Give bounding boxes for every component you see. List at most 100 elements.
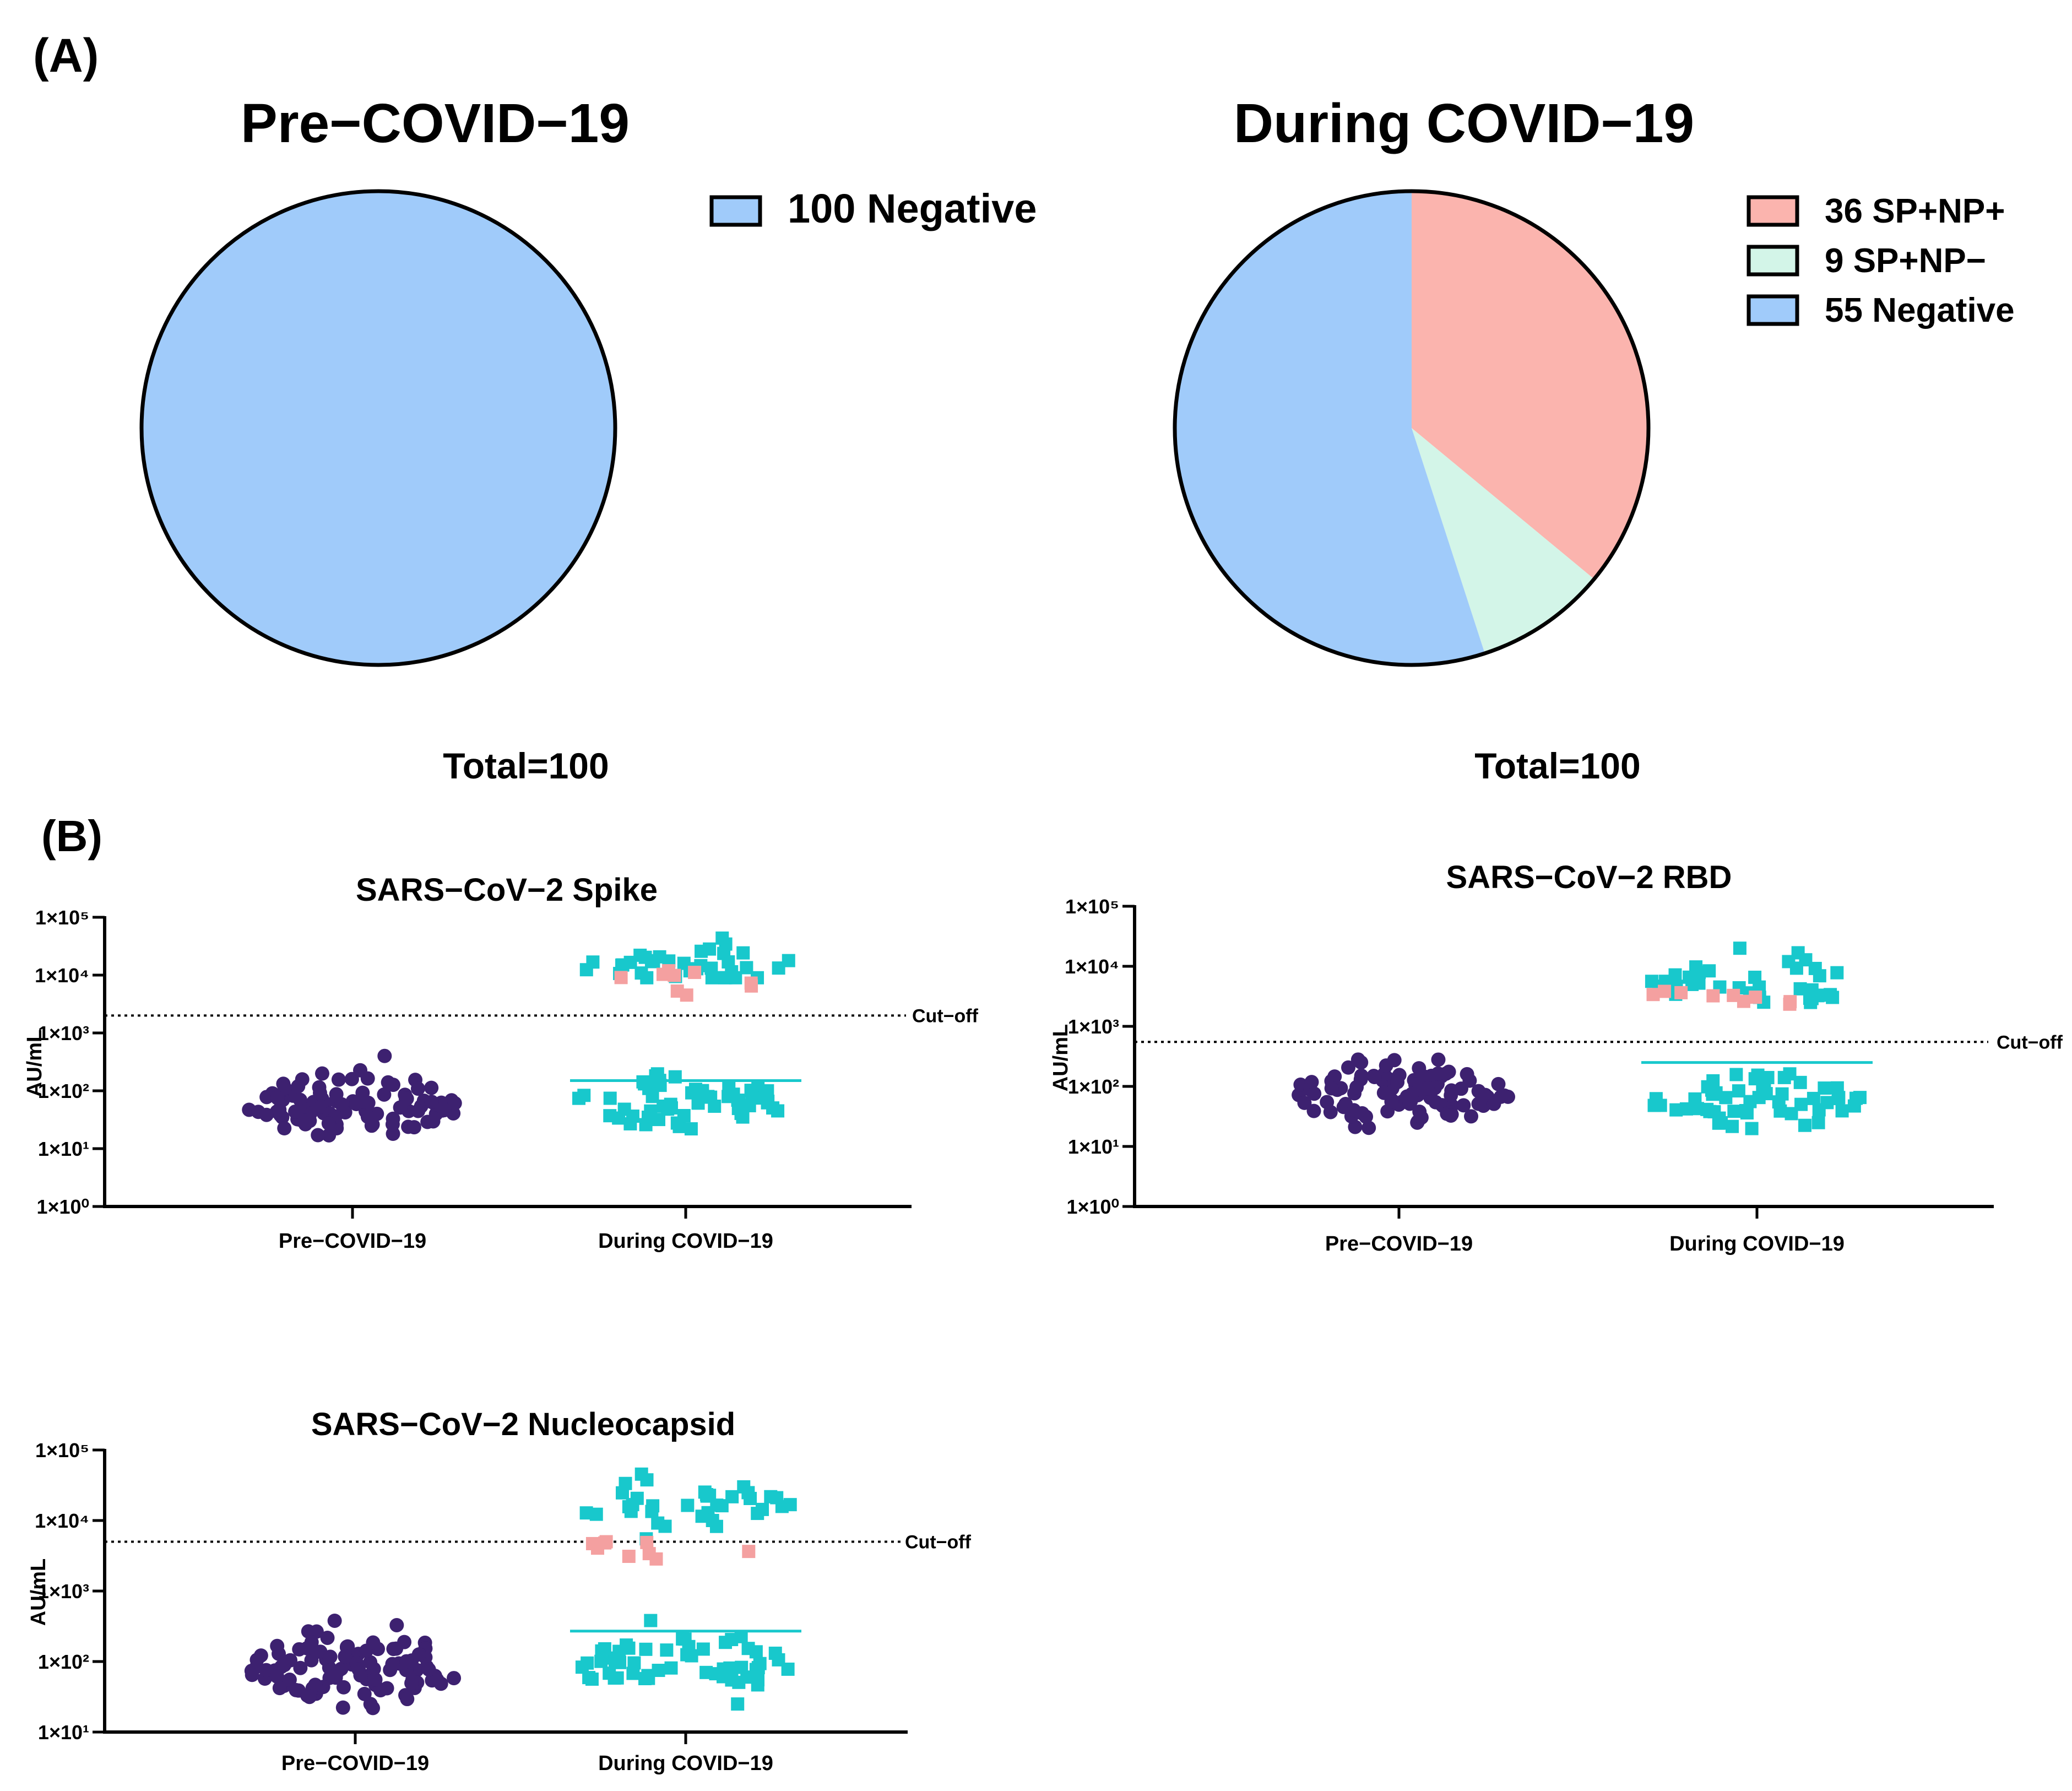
data-point [393, 1100, 408, 1115]
data-point [270, 1091, 285, 1106]
data-point [691, 1096, 705, 1110]
data-point [1727, 1105, 1741, 1118]
legend-swatch [709, 195, 762, 227]
x-tick-label: During COVID−19 [1669, 1232, 1845, 1256]
data-point [1793, 982, 1807, 995]
data-point [749, 1663, 763, 1676]
y-tick-label: 1×10⁰ [1066, 1195, 1119, 1218]
pie-chart-pre-covid: Pre−COVID−19 100 Negative Total=100 [139, 93, 1037, 786]
data-point [751, 1507, 764, 1521]
data-point [1367, 1070, 1382, 1085]
pie-slice-100-negative [142, 191, 615, 665]
cutoff-label: Cut−off [905, 1532, 972, 1553]
pie-slice-36-sp-np- [1412, 191, 1648, 580]
data-point [1693, 965, 1706, 979]
data-point [377, 1087, 392, 1102]
data-point [366, 1635, 381, 1650]
data-point [334, 1097, 349, 1112]
legend-label: 100 Negative [788, 186, 1037, 231]
data-point [633, 948, 647, 962]
y-tick-label: 1×10³ [38, 1022, 89, 1045]
pie-outline [139, 189, 617, 667]
data-point [719, 1636, 733, 1649]
data-point [320, 1630, 335, 1645]
data-point [259, 1107, 274, 1122]
data-point [326, 1669, 341, 1684]
y-tick-label: 1×10³ [1068, 1015, 1119, 1038]
data-point [424, 1080, 439, 1095]
data-point [678, 1632, 692, 1646]
data-point [1668, 968, 1682, 982]
data-point [331, 1072, 346, 1087]
data-point [612, 1644, 626, 1658]
data-point [297, 1113, 312, 1128]
data-point [1350, 1052, 1365, 1067]
data-point [1669, 1103, 1683, 1117]
data-point [1460, 1067, 1474, 1081]
data-point [1712, 1116, 1726, 1130]
data-point [1733, 942, 1746, 955]
chart-title: SARS−CoV−2 Spike [356, 872, 658, 908]
data-point [366, 1701, 381, 1716]
data-point [1745, 1122, 1759, 1135]
data-point [249, 1653, 264, 1668]
data-point [1645, 975, 1658, 988]
legend-swatch [1746, 195, 1799, 227]
data-point [270, 1638, 285, 1653]
data-point [1297, 1095, 1312, 1110]
data-point [1777, 1070, 1791, 1084]
data-point [771, 1104, 785, 1118]
data-point [1804, 995, 1818, 1009]
data-point [360, 1110, 375, 1124]
data-point [437, 1103, 452, 1118]
cutoff-label: Cut−off [1997, 1032, 2063, 1053]
pie-pre-covid-slices [139, 189, 617, 667]
y-tick-label: 1×10¹ [1068, 1135, 1119, 1158]
x-tick-label: During COVID−19 [598, 1230, 773, 1253]
data-point [579, 963, 593, 977]
x-tick-label: Pre−COVID−19 [281, 1752, 429, 1775]
data-point [351, 1662, 366, 1677]
data-point [1706, 989, 1720, 1003]
data-point [311, 1128, 326, 1143]
data-point [696, 1642, 710, 1656]
pie-during-covid-legend: 36 SP+NP+ 9 SP+NP− 55 Negative [1746, 192, 2015, 329]
data-point [447, 1096, 462, 1111]
scatter-chart-rbd: SARS−CoV−2 RBD AU/mL 1×10⁰ 1×10¹ 1×10² 1×10³ 1… [1049, 859, 2063, 1256]
data-point [338, 1649, 352, 1664]
data-point [603, 1091, 617, 1105]
data-point [1464, 1109, 1479, 1124]
legend-label: 36 SP+NP+ [1825, 192, 2005, 230]
data-point [1820, 1096, 1834, 1110]
data-point [677, 1109, 691, 1123]
data-point [585, 1536, 599, 1550]
data-point [1327, 1069, 1342, 1084]
y-tick-label: 1×10² [1068, 1075, 1119, 1098]
data-point [644, 1614, 658, 1627]
data-point [245, 1668, 259, 1682]
data-point [379, 1681, 394, 1696]
data-point [614, 971, 628, 984]
data-point [731, 1697, 745, 1711]
data-point [736, 946, 750, 960]
data-point [1390, 1075, 1405, 1090]
data-point [640, 1535, 654, 1549]
data-point [782, 954, 795, 967]
y-axis-label: AU/mL [27, 1559, 50, 1626]
y-tick-label: 1×10⁵ [35, 1439, 89, 1462]
data-point [641, 1110, 655, 1124]
data-point [1775, 1087, 1789, 1101]
data-point [1831, 1092, 1845, 1106]
data-point [715, 1499, 729, 1513]
data-point [304, 1653, 319, 1668]
data-point [1323, 1105, 1338, 1119]
data-point [1789, 961, 1803, 975]
data-point [1307, 1086, 1322, 1101]
data-point [406, 1120, 421, 1135]
data-point [719, 971, 733, 984]
data-point [293, 1660, 308, 1675]
pie-title-pre-covid: Pre−COVID−19 [241, 93, 630, 154]
data-point [1400, 1089, 1414, 1104]
data-point [640, 1473, 654, 1487]
data-point [272, 1102, 287, 1117]
